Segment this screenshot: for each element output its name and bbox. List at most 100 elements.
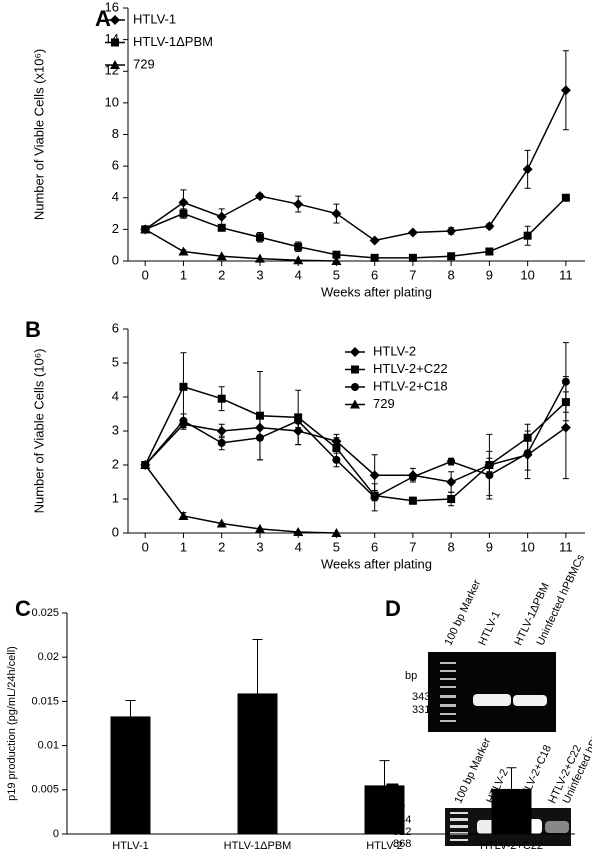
- legend-label: HTLV-2+C18: [373, 378, 448, 393]
- legend-marker: [350, 399, 360, 409]
- y-tick-label: 6: [112, 158, 119, 173]
- marker: [485, 471, 494, 480]
- marker: [332, 250, 341, 259]
- marker: [523, 449, 532, 458]
- marker: [179, 416, 188, 425]
- marker: [485, 247, 494, 256]
- x-tick-label: 11: [559, 539, 573, 554]
- bar: [364, 785, 405, 834]
- x-tick-label: 1: [180, 267, 187, 282]
- x-tick-label: 2: [218, 267, 225, 282]
- legend-label: HTLV-2+C22: [373, 361, 448, 376]
- band: [473, 694, 511, 706]
- marker: [331, 256, 342, 265]
- marker: [294, 242, 303, 251]
- y-tick-label: 6: [112, 320, 119, 335]
- marker: [484, 221, 495, 232]
- marker: [293, 199, 304, 210]
- size-unit: bp: [393, 800, 405, 812]
- marker: [332, 444, 341, 452]
- y-tick-label: 0.005: [31, 784, 59, 796]
- marker: [216, 251, 227, 261]
- marker: [216, 211, 227, 222]
- bar: [110, 716, 151, 834]
- marker: [523, 231, 532, 240]
- marker: [522, 164, 533, 175]
- marker: [217, 394, 226, 403]
- y-tick-label: 0.015: [31, 695, 59, 707]
- marker: [447, 495, 456, 503]
- bar: [491, 788, 532, 834]
- marker: [255, 433, 264, 442]
- x-axis-label: Weeks after plating: [321, 556, 432, 571]
- series-line: [144, 197, 567, 259]
- size-label: 331: [412, 704, 430, 716]
- axes: [66, 613, 575, 835]
- ladder-d: [440, 662, 456, 722]
- legend-marker: [350, 347, 360, 357]
- y-tick-label: 10: [105, 94, 119, 109]
- panel-label: D: [385, 596, 401, 621]
- legend-label: HTLV-1: [133, 11, 176, 26]
- x-tick-label: 5: [333, 267, 340, 282]
- marker: [293, 255, 304, 265]
- x-tick-label: 10: [520, 539, 534, 554]
- marker: [293, 526, 304, 536]
- marker: [447, 457, 456, 466]
- x-tick-label: 1: [180, 539, 187, 554]
- series-line: [144, 89, 567, 242]
- marker: [408, 496, 417, 505]
- series-line: [144, 381, 567, 499]
- series-line: [144, 464, 337, 534]
- error-bar: [252, 639, 263, 694]
- legend-label: 729: [373, 396, 395, 411]
- y-axis-label: Number of Viable Cells (x10⁶): [31, 49, 46, 220]
- marker: [331, 528, 342, 537]
- marker: [179, 209, 188, 218]
- marker: [178, 197, 189, 208]
- panel-label: C: [15, 596, 31, 621]
- x-tick-label: HTLV-2+C22: [480, 840, 543, 852]
- series-line: [144, 423, 567, 483]
- y-tick-label: 5: [112, 354, 119, 369]
- marker: [178, 246, 189, 256]
- y-tick-label: 8: [112, 126, 119, 141]
- marker: [369, 235, 380, 246]
- x-tick-label: HTLV-1ΔPBM: [224, 840, 292, 852]
- legend-marker: [111, 38, 119, 47]
- error-bar: [506, 767, 517, 789]
- x-tick-label: 4: [295, 539, 302, 554]
- y-tick-label: 4: [112, 189, 119, 204]
- x-tick-label: HTLV-2: [366, 840, 402, 852]
- error-bar: [125, 700, 136, 717]
- marker: [447, 252, 456, 261]
- gel-d: [428, 652, 556, 732]
- x-tick-label: 7: [409, 267, 416, 282]
- x-tick-label: 5: [333, 539, 340, 554]
- x-tick-label: 0: [142, 267, 149, 282]
- x-tick-label: 2: [218, 539, 225, 554]
- y-tick-label: 2: [112, 456, 119, 471]
- series-line: [144, 228, 337, 262]
- y-tick-label: 1: [112, 490, 119, 505]
- marker: [560, 85, 571, 96]
- panel-label: B: [25, 317, 41, 342]
- legend-marker: [110, 15, 120, 25]
- y-axis-label: Number of Viable Cells (10⁶): [31, 349, 46, 514]
- legend-label: 729: [133, 56, 155, 71]
- lane-label: HTLV-1: [476, 609, 502, 647]
- x-tick-label: HTLV-1: [112, 840, 148, 852]
- marker: [254, 523, 265, 533]
- marker: [370, 253, 379, 262]
- marker: [217, 223, 226, 232]
- marker: [254, 253, 265, 263]
- marker: [332, 455, 341, 464]
- marker: [407, 227, 418, 238]
- legend-marker: [110, 60, 120, 69]
- bar: [237, 693, 278, 834]
- size-label: 922: [393, 826, 411, 838]
- marker: [179, 382, 188, 391]
- y-tick-label: 0.025: [31, 607, 59, 619]
- error-bar: [379, 760, 390, 786]
